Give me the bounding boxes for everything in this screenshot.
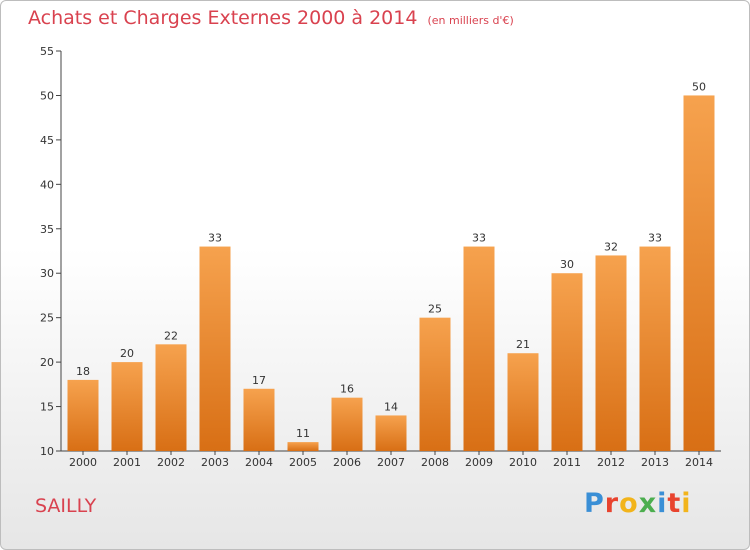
bar (155, 344, 187, 451)
x-tick-label: 2000 (69, 456, 97, 469)
bar-value-label: 32 (604, 240, 618, 253)
y-tick-label: 40 (40, 178, 54, 191)
chart-title-text: Achats et Charges Externes 2000 à 2014 (28, 7, 418, 29)
bar (111, 362, 143, 451)
brand-letter: P (584, 488, 605, 519)
bar (551, 273, 583, 451)
bar (375, 415, 407, 451)
brand-letter: i (681, 488, 692, 519)
y-tick-label: 15 (40, 401, 54, 414)
y-tick-label: 25 (40, 312, 54, 325)
x-tick-label: 2003 (201, 456, 229, 469)
x-tick-label: 2009 (465, 456, 493, 469)
x-tick-label: 2012 (597, 456, 625, 469)
brand-letter: x (638, 488, 658, 519)
bar-value-label: 14 (384, 400, 398, 413)
x-tick-label: 2014 (685, 456, 713, 469)
x-tick-label: 2006 (333, 456, 361, 469)
x-tick-label: 2010 (509, 456, 537, 469)
bar-value-label: 33 (208, 232, 222, 245)
bar-value-label: 16 (340, 383, 354, 396)
bar-value-label: 50 (692, 80, 706, 93)
bar (683, 95, 715, 451)
x-tick-label: 2004 (245, 456, 273, 469)
bar-value-label: 33 (472, 232, 486, 245)
bar-value-label: 22 (164, 329, 178, 342)
brand-letter: r (604, 488, 620, 519)
bar-value-label: 11 (296, 427, 310, 440)
bar-value-label: 18 (76, 365, 90, 378)
x-tick-label: 2005 (289, 456, 317, 469)
y-tick-label: 30 (40, 267, 54, 280)
bar (595, 255, 627, 451)
brand-letter: i (657, 488, 668, 519)
bar (287, 442, 319, 451)
bar (639, 246, 671, 451)
y-tick-label: 10 (40, 445, 54, 458)
y-tick-label: 20 (40, 356, 54, 369)
bar-value-label: 33 (648, 232, 662, 245)
bar-value-label: 30 (560, 258, 574, 271)
chart-title: Achats et Charges Externes 2000 à 2014 (e… (28, 7, 514, 29)
chart-subtitle: (en milliers d'€) (427, 14, 514, 27)
y-tick-label: 35 (40, 223, 54, 236)
chart-bars: 18 20 22 33 17 11 16 14 25 33 21 30 32 33 50 (67, 80, 715, 451)
y-tick-label: 45 (40, 134, 54, 147)
bar-value-label: 25 (428, 303, 442, 316)
bar-value-label: 21 (516, 338, 530, 351)
brand-letter: o (619, 488, 639, 519)
bar-value-label: 17 (252, 374, 266, 387)
bar-value-label: 20 (120, 347, 134, 360)
bar (67, 379, 99, 451)
bar (463, 246, 495, 451)
bar (199, 246, 231, 451)
bar (507, 353, 539, 451)
x-tick-label: 2002 (157, 456, 185, 469)
bar (331, 397, 363, 451)
x-tick-label: 2001 (113, 456, 141, 469)
place-name: SAILLY (35, 495, 97, 517)
bar (243, 388, 275, 451)
x-tick-label: 2007 (377, 456, 405, 469)
x-tick-label: 2011 (553, 456, 581, 469)
brand-letter: t (667, 488, 682, 519)
bar (419, 317, 451, 451)
x-tick-label: 2013 (641, 456, 669, 469)
y-tick-label: 50 (40, 89, 54, 102)
x-tick-label: 2008 (421, 456, 449, 469)
y-tick-label: 55 (40, 45, 54, 58)
brand-logo: Proxiti (584, 488, 692, 519)
